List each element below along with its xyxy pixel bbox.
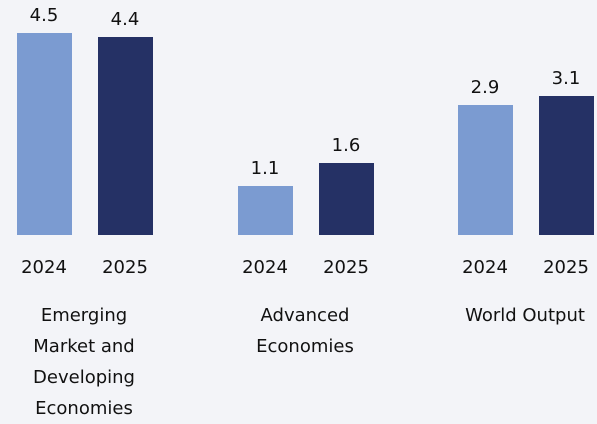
x-tick-label: 2024: [242, 257, 288, 278]
x-tick-label: 2024: [462, 257, 508, 278]
bar: [457, 104, 513, 235]
value-label: 1.6: [331, 135, 361, 156]
x-tick-label: 2025: [323, 257, 369, 278]
bar: [318, 163, 374, 235]
value-label: 4.5: [29, 4, 59, 26]
category-label: World Output: [465, 305, 585, 326]
category-label: Emerging Market and Developing Economies: [33, 305, 135, 419]
value-label: 1.1: [250, 157, 280, 179]
value-label: 3.1: [551, 67, 581, 89]
category-label: Advanced Economies: [256, 305, 354, 357]
x-tick-label: 2024: [21, 257, 67, 278]
bar: [97, 37, 153, 235]
value-label: 4.4: [110, 9, 140, 30]
bar: [237, 185, 293, 235]
bar: [16, 32, 72, 235]
x-tick-label: 2025: [543, 257, 589, 278]
value-label: 2.9: [470, 76, 500, 98]
bar: [538, 95, 594, 235]
x-tick-label: 2025: [102, 257, 148, 278]
